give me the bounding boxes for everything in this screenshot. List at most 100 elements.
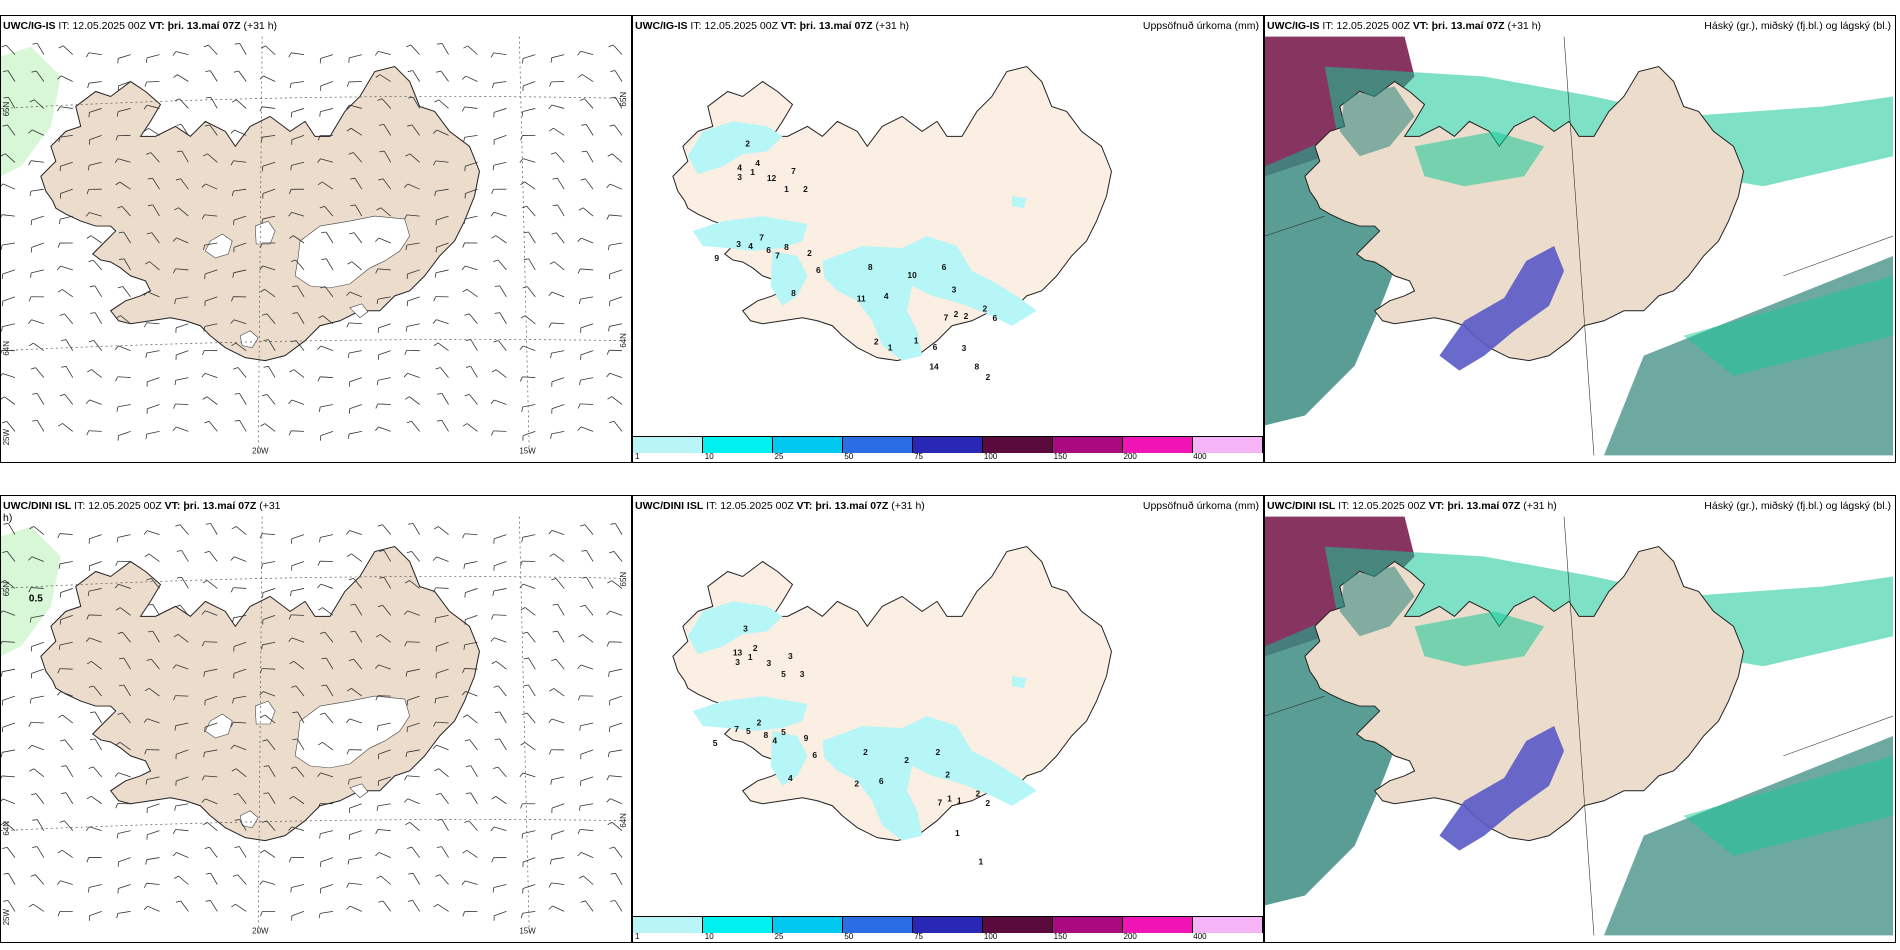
precip-value-label: 1 [914, 336, 919, 346]
panel-header: UWC/DINI ISL IT: 12.05.2025 00Z VT: þri.… [635, 498, 1259, 514]
precip-value-label: 2 [983, 303, 988, 313]
colorbar-swatch [913, 917, 983, 933]
precip-value-label: 7 [759, 232, 764, 242]
lat-label-left-64n: 64N [2, 821, 11, 836]
precip-value-label: 7 [938, 797, 943, 807]
precip-value-label: 6 [933, 342, 938, 352]
precip-value-label: 2 [986, 372, 991, 382]
colorbar-swatches [633, 436, 1263, 453]
lead-time: (+31 h) [875, 20, 910, 32]
precip-panel: UWC/DINI ISL IT: 12.05.2025 00Z VT: þri.… [632, 495, 1264, 943]
init-time: 12.05.2025 00Z [704, 20, 778, 32]
lon-label-20w: 20W [252, 926, 269, 935]
precip-value-label: 2 [954, 309, 959, 319]
light-precip-area [1, 46, 61, 177]
colorbar-tick-label: 75 [914, 932, 924, 941]
precip-value-label: 6 [992, 313, 997, 323]
precip-value-label: 3 [952, 284, 957, 294]
precip-value-label: 8 [763, 730, 768, 740]
precip-value-label: 3 [743, 623, 748, 633]
init-time-label: IT: [74, 500, 86, 512]
valid-time: þri. 13.maí 07Z [183, 500, 257, 512]
lon-label-25w: 25W [2, 429, 11, 446]
precip-value-label: 2 [904, 755, 909, 765]
lead-time: (+31 h) [1523, 500, 1557, 512]
colorbar-tick-label: 1 [635, 452, 640, 461]
colorbar-swatch [633, 437, 703, 453]
colorbar-tick-label: 400 [1193, 932, 1207, 941]
colorbar-tick-label: 10 [704, 452, 714, 461]
graticule [1, 36, 629, 456]
product-title: Háský (gr.), miðský (fj.bl.) og lágský (… [1704, 500, 1891, 512]
wind-barb-map: 65N 64N 25W 65N 64N 20W 15W [1, 36, 629, 456]
precip-value-label: 1 [957, 796, 962, 806]
precip-value-label: 12 [767, 173, 777, 183]
precip-value-label: 1 [784, 184, 789, 194]
cloud-cover-map [1265, 36, 1893, 456]
precip-value-label: 3 [736, 239, 741, 249]
product-title: Uppsöfnuð úrkoma (mm) [1142, 500, 1259, 512]
valid-time: þri. 13.maí 07Z [1447, 500, 1521, 512]
valid-time: þri. 13.maí 07Z [167, 20, 241, 32]
precip-value-label: 9 [714, 253, 719, 263]
init-time-label: IT: [706, 500, 718, 512]
init-time-label: IT: [1338, 500, 1350, 512]
precip-value-label: 3 [767, 658, 772, 668]
colorbar-tick-label: 100 [983, 452, 998, 461]
precip-value-label: 2 [753, 643, 758, 653]
wind-panel: UWC/IG-IS IT: 12.05.2025 00Z VT: þri. 13… [0, 15, 632, 463]
panel-header: UWC/DINI ISL IT: 12.05.2025 00Z VT: þri.… [3, 498, 627, 524]
lead-time: (+31 h) [1507, 20, 1542, 32]
precip-value-label: 5 [781, 727, 786, 737]
precip-value-label: 2 [757, 717, 762, 727]
precip-value-label: 2 [945, 769, 950, 779]
precipitation-map: 3323331315357528549462262221127211 [672, 546, 1112, 867]
precip-value-label: 4 [755, 158, 760, 168]
lead-time: (+31 [259, 500, 281, 512]
colorbar-ticks: 1 10 25 50 75 100 150 200 400 [633, 932, 1263, 942]
wind-barb-map: 65N 64N 25W 65N 64N 20W 15W 0.5 [1, 516, 629, 936]
lon-label-25w: 25W [2, 909, 11, 926]
colorbar-tick-label: 75 [914, 452, 924, 461]
precip-value-label: 2 [745, 138, 750, 148]
colorbar-swatch [983, 437, 1053, 453]
lon-label-15w: 15W [519, 446, 536, 455]
precip-value-label: 1 [750, 167, 755, 177]
valid-time-label: VT: [148, 20, 165, 32]
colorbar-swatches [633, 916, 1263, 933]
precip-value-label: 6 [812, 750, 817, 760]
precip-value-label: 4 [748, 241, 753, 251]
lon-label-15w: 15W [519, 926, 536, 935]
init-time-label: IT: [1322, 20, 1334, 32]
wind-barbs [1, 43, 623, 441]
model-name: UWC/IG-IS [1267, 20, 1320, 32]
colorbar-tick-label: 50 [844, 932, 854, 941]
colorbar-swatch [773, 917, 843, 933]
colorbar-swatch [1053, 917, 1123, 933]
precip-value-label: 1 [978, 857, 983, 867]
precip-value-label: 13 [733, 648, 743, 658]
iceland-landmass [1304, 66, 1744, 362]
precip-value-label: 6 [766, 245, 771, 255]
precip-value-label: 3 [735, 657, 740, 667]
precip-value-label: 5 [746, 726, 751, 736]
precipitation-map: 2241273411293476872861184106322276328211… [672, 66, 1112, 382]
precip-areas [687, 601, 1037, 841]
precip-value-label: 3 [962, 343, 967, 353]
precip-value-label: 4 [737, 163, 742, 173]
colorbar-tick-label: 25 [774, 932, 784, 941]
precip-value-label: 6 [942, 262, 947, 272]
product-title: Uppsöfnuð úrkoma (mm) [1142, 20, 1259, 32]
low-cloud-area [1439, 246, 1565, 371]
lon-label-20w: 20W [252, 446, 269, 455]
lead-time: (+31 h) [243, 20, 278, 32]
colorbar-swatch [913, 437, 983, 453]
lat-label-right-65n: 65N [619, 92, 628, 107]
precip-value-label: 1 [955, 828, 960, 838]
precip-value-label: 2 [863, 747, 868, 757]
init-time: 12.05.2025 00Z [72, 20, 146, 32]
valid-time-label: VT: [164, 500, 181, 512]
wind-panel: UWC/DINI ISL IT: 12.05.2025 00Z VT: þri.… [0, 495, 632, 943]
colorbar-swatch [703, 917, 773, 933]
lat-label-left-65n: 65N [2, 102, 11, 117]
